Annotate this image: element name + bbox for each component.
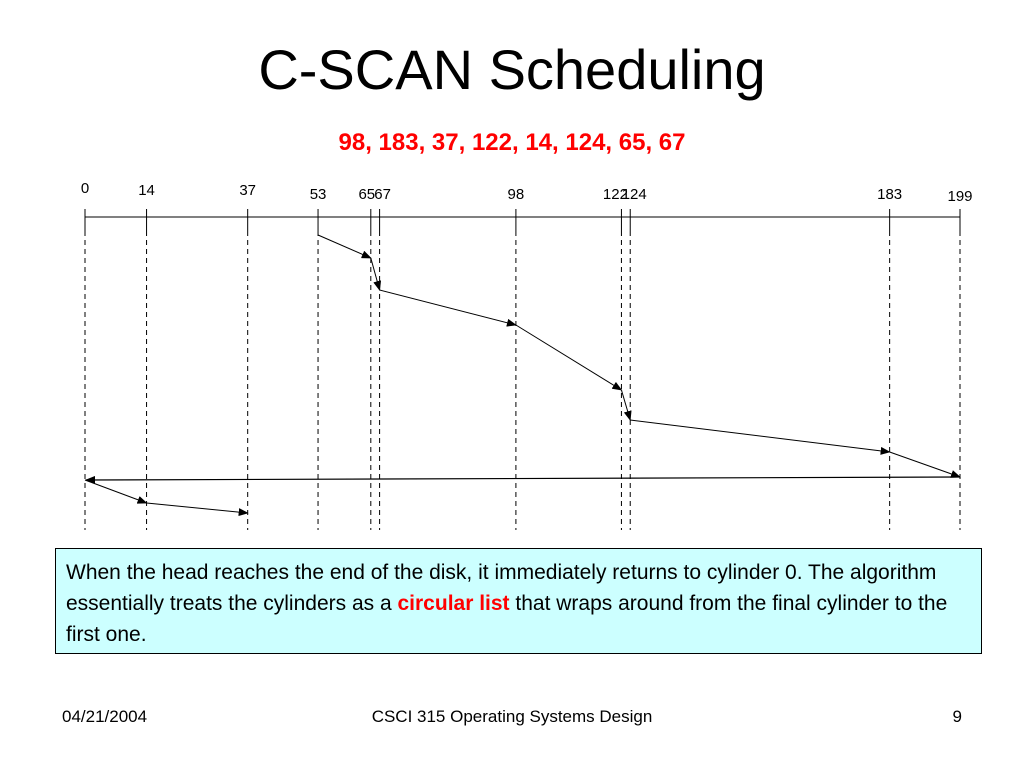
head-movement-path bbox=[84, 234, 961, 517]
cylinder-label-199: 199 bbox=[947, 188, 972, 205]
return-sweep-arrow bbox=[85, 475, 961, 484]
seek-arrow-65-to-67 bbox=[370, 257, 382, 291]
cylinder-label-0: 0 bbox=[81, 180, 89, 197]
cylinder-label-98: 98 bbox=[508, 186, 525, 203]
seek-arrow-0-to-14 bbox=[84, 479, 148, 504]
seek-arrow-122-to-124 bbox=[620, 389, 632, 421]
footer-course: CSCI 315 Operating Systems Design bbox=[371, 707, 653, 726]
cylinder-label-65: 65 bbox=[358, 186, 375, 203]
cylinder-label-183: 183 bbox=[877, 186, 902, 203]
seek-arrow-67-to-98 bbox=[379, 289, 517, 327]
cylinder-label-122: 122 bbox=[603, 186, 628, 203]
seek-arrow-183-to-199 bbox=[889, 451, 961, 478]
slide-title: C-SCAN Scheduling bbox=[258, 38, 766, 101]
callout-text-before: When the head reaches the end of the dis… bbox=[66, 561, 937, 615]
footer-date: 04/21/2004 bbox=[62, 707, 148, 726]
seek-arrow-124-to-183 bbox=[630, 419, 891, 455]
footer-page-number: 9 bbox=[952, 707, 962, 726]
callout-text-after: that wraps around from the final cylinde… bbox=[66, 592, 948, 646]
seek-arrow-14-to-37 bbox=[146, 502, 249, 517]
cylinder-label-37: 37 bbox=[239, 182, 256, 199]
request-queue: 98, 183, 37, 122, 14, 124, 65, 67 bbox=[338, 129, 686, 156]
seek-arrow-53-to-65 bbox=[317, 234, 372, 259]
cylinder-label-14: 14 bbox=[138, 182, 155, 199]
cylinder-label-53: 53 bbox=[310, 186, 327, 203]
explanation-callout: When the head reaches the end of the dis… bbox=[55, 548, 982, 654]
cylinder-label-124: 124 bbox=[622, 186, 647, 203]
callout-highlight: circular list bbox=[397, 592, 510, 615]
seek-arrow-98-to-122 bbox=[515, 324, 623, 391]
cylinder-label-67: 67 bbox=[374, 186, 391, 203]
